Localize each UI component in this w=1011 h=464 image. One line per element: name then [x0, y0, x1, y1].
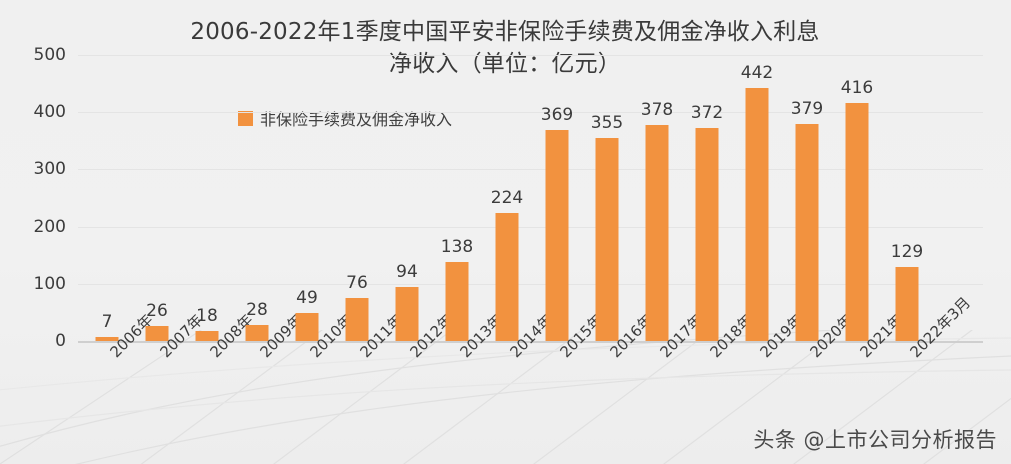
bar[interactable] — [645, 124, 669, 341]
bar[interactable] — [595, 137, 619, 341]
bar-group: 355 2016年 — [582, 55, 657, 361]
bar[interactable] — [395, 287, 419, 341]
bar-group: 379 2020年 — [782, 55, 857, 361]
x-axis-baseline — [78, 341, 983, 343]
bar[interactable] — [495, 212, 519, 341]
bar[interactable] — [195, 330, 219, 341]
bar-group: 7 2006年 — [82, 55, 157, 361]
y-axis-tick-label: 100 — [33, 273, 66, 294]
gridline — [78, 112, 983, 114]
bar[interactable] — [95, 337, 119, 341]
y-axis-tick-label: 200 — [33, 216, 66, 237]
bar-group: 369 2015年 — [532, 55, 607, 361]
y-axis-tick-label: 300 — [33, 159, 66, 180]
bar-group: 416 2021年 — [832, 55, 907, 361]
bar-group: 18 2008年 — [182, 55, 257, 361]
bar[interactable] — [845, 103, 869, 341]
bar[interactable] — [695, 128, 719, 341]
bar-value-label: 416 — [840, 78, 874, 99]
bar[interactable] — [745, 88, 769, 341]
bar-value-label: 442 — [740, 63, 774, 84]
bar-value-label: 76 — [346, 272, 368, 293]
bar-value-label: 369 — [540, 104, 574, 125]
bar[interactable] — [545, 129, 569, 341]
bar[interactable] — [445, 262, 469, 341]
y-axis-tick-label: 0 — [55, 331, 66, 351]
gridline — [78, 226, 983, 228]
bar-value-label: 129 — [890, 242, 924, 263]
gridline — [78, 55, 983, 56]
bar-group: 129 2022年3月 — [882, 55, 974, 361]
chart-legend: 非保险手续费及佣金净收入 — [238, 106, 452, 130]
bar-group: 372 2018年 — [682, 55, 757, 361]
bar-value-label: 355 — [590, 112, 624, 133]
bar-value-label: 379 — [790, 99, 824, 120]
bar[interactable] — [895, 267, 919, 341]
bar[interactable] — [145, 326, 169, 341]
bar[interactable] — [345, 297, 369, 341]
bar-value-label: 372 — [690, 103, 724, 124]
bar-group: 76 2011年 — [332, 55, 407, 361]
bar-group: 94 2012年 — [382, 55, 457, 361]
bar-value-label: 94 — [396, 262, 418, 283]
plot-area: 0 100 200 300 400 500 7 2006年 26 2007年 18 2008年 28 20… — [34, 45, 983, 361]
y-axis-tick-label: 400 — [33, 102, 66, 123]
y-axis-tick-label: 500 — [33, 45, 66, 65]
bar-value-label: 138 — [440, 237, 474, 258]
bar-value-label: 28 — [246, 299, 268, 320]
bar-group: 28 2009年 — [232, 55, 307, 361]
bar-group: 224 2014年 — [482, 55, 557, 361]
gridline — [78, 283, 983, 285]
bar-value-label: 18 — [196, 305, 218, 326]
bar-group: 49 2010年 — [282, 55, 357, 361]
gridline — [78, 169, 983, 171]
bar[interactable] — [795, 124, 819, 341]
bar-value-label: 378 — [640, 99, 674, 120]
legend-series-label: 非保险手续费及佣金净收入 — [260, 110, 453, 129]
bar-group: 378 2017年 — [632, 55, 707, 361]
bar-value-label: 26 — [146, 301, 168, 322]
bar-group: 26 2007年 — [132, 55, 207, 361]
bar[interactable] — [245, 324, 269, 341]
bar-group: 442 2019年 — [732, 55, 807, 361]
bar-group: 138 2013年 — [432, 55, 507, 361]
bar[interactable] — [295, 312, 319, 341]
watermark-credit: 头条 @上市公司分析报告 — [753, 428, 997, 452]
bar-value-label: 49 — [296, 287, 318, 308]
bar-value-label: 7 — [101, 312, 113, 332]
bar-value-label: 224 — [490, 187, 524, 208]
legend-color-swatch — [238, 110, 253, 126]
